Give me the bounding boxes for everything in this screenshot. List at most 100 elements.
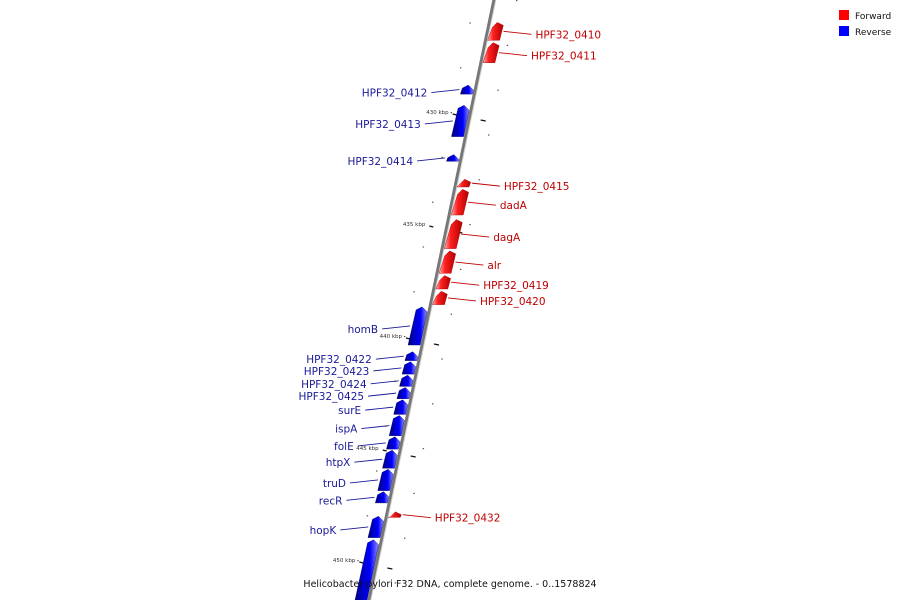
gene-label: dagA	[493, 232, 521, 244]
gene-label: alr	[487, 260, 501, 272]
minor-tick	[357, 560, 359, 562]
gene-hpf32-0424	[399, 374, 414, 387]
gene-label: dadA	[500, 200, 528, 212]
gene-hpf32-0432	[388, 511, 402, 518]
minor-tick	[478, 179, 481, 181]
gene-label: recR	[319, 495, 343, 507]
tick-mark-right	[433, 343, 440, 346]
leader-line	[471, 182, 500, 187]
gene-htpx	[382, 449, 398, 469]
gene-label: hopK	[310, 525, 338, 537]
leader-line	[365, 406, 394, 411]
gene-recr	[375, 491, 389, 504]
legend-label-forward: Forward	[855, 12, 891, 22]
gene-daga	[443, 219, 463, 249]
gene-label: htpX	[326, 457, 351, 469]
gene-hpf32-0422	[404, 351, 418, 361]
leader-line	[368, 392, 397, 397]
tick-label: 450 kbp	[333, 558, 356, 564]
minor-tick	[441, 156, 443, 158]
backbone-shadow	[370, 0, 497, 600]
gene-hpf32-0410	[487, 22, 504, 41]
gene-features	[354, 22, 504, 600]
tick-mark-right	[480, 119, 486, 122]
leader-line	[375, 355, 404, 360]
gene-label: HPF32_0422	[306, 354, 372, 366]
minor-tick	[432, 201, 434, 203]
gene-label: homB	[348, 324, 379, 336]
minor-tick	[460, 268, 462, 270]
leader-line	[373, 367, 402, 372]
gene-label: HPF32_0413	[355, 119, 421, 131]
gene-ispa	[388, 415, 405, 436]
minor-tick	[441, 358, 443, 360]
gene-label: HPF32_0419	[483, 280, 549, 292]
leader-line	[498, 52, 528, 57]
gene-trud	[377, 469, 394, 491]
leader-line	[503, 30, 532, 35]
gene-label: HPF32_0425	[299, 391, 365, 403]
tick-mark-right	[387, 567, 393, 570]
minor-tick	[413, 492, 415, 494]
minor-tick	[432, 403, 434, 405]
tick-mark-right	[410, 455, 416, 458]
gene-label: HPF32_0424	[301, 379, 367, 391]
leader-line	[417, 157, 446, 162]
tick-label: 440 kbp	[380, 334, 403, 340]
minor-tick	[422, 246, 425, 248]
gene-label: surE	[338, 405, 361, 417]
leader-line	[370, 380, 399, 385]
genome-backbone	[367, 0, 497, 600]
gene-label: HPF32_0411	[531, 51, 597, 63]
gene-unlabeled	[354, 539, 379, 600]
leader-line	[354, 458, 383, 463]
minor-tick	[506, 44, 509, 46]
tick-label: 445 kbp	[356, 446, 379, 452]
minor-tick	[366, 515, 369, 517]
minor-tick	[450, 313, 453, 315]
gene-hpf32-0425	[396, 387, 411, 399]
leader-line	[349, 479, 379, 484]
gene-label: truD	[323, 478, 346, 490]
minor-tick	[460, 67, 462, 69]
minor-tick	[469, 224, 471, 226]
minor-tick	[469, 22, 471, 24]
leader-line	[455, 261, 484, 266]
gene-sure	[393, 399, 408, 415]
gene-alr	[438, 250, 456, 274]
legend-swatch-forward	[839, 10, 849, 20]
tick-label: 430 kbp	[426, 110, 449, 116]
gene-hpf32-0411	[482, 42, 500, 63]
minor-tick	[488, 134, 490, 136]
gene-label: HPF32_0410	[535, 29, 601, 41]
gene-label: folE	[334, 441, 354, 453]
leader-line	[340, 526, 369, 531]
leader-line	[357, 442, 386, 447]
minor-tick	[422, 448, 425, 450]
minor-tick	[516, 0, 518, 2]
gene-label: HPF32_0415	[504, 181, 570, 193]
gene-hpf32-0415	[456, 178, 471, 188]
gene-hopk	[367, 516, 384, 538]
legend-swatch-reverse	[839, 26, 849, 36]
gene-hpf32-0412	[460, 84, 474, 95]
tick-mark-left	[429, 225, 434, 228]
tick-mark-left	[452, 113, 457, 116]
minor-tick	[413, 291, 415, 293]
minor-tick	[376, 470, 378, 472]
gene-hpf32-0414	[446, 154, 460, 162]
gene-hpf32-0420	[432, 290, 448, 305]
gene-label: HPF32_0412	[362, 88, 428, 100]
major-tick-marks: 430 kbp 435 kbp 440 kbp 445 kbp 450 kbp	[333, 110, 486, 570]
gene-hpf32-0419	[435, 275, 451, 290]
gene-label: HPF32_0420	[480, 296, 546, 308]
tick-mark-left	[382, 449, 387, 452]
leader-line	[461, 233, 490, 238]
leader-line	[402, 514, 431, 519]
gene-label: HPF32_0423	[304, 366, 370, 378]
leader-line	[424, 120, 453, 125]
leader-line	[451, 281, 480, 286]
gene-label: HPF32_0414	[347, 156, 413, 168]
tick-mark-left	[359, 561, 364, 564]
